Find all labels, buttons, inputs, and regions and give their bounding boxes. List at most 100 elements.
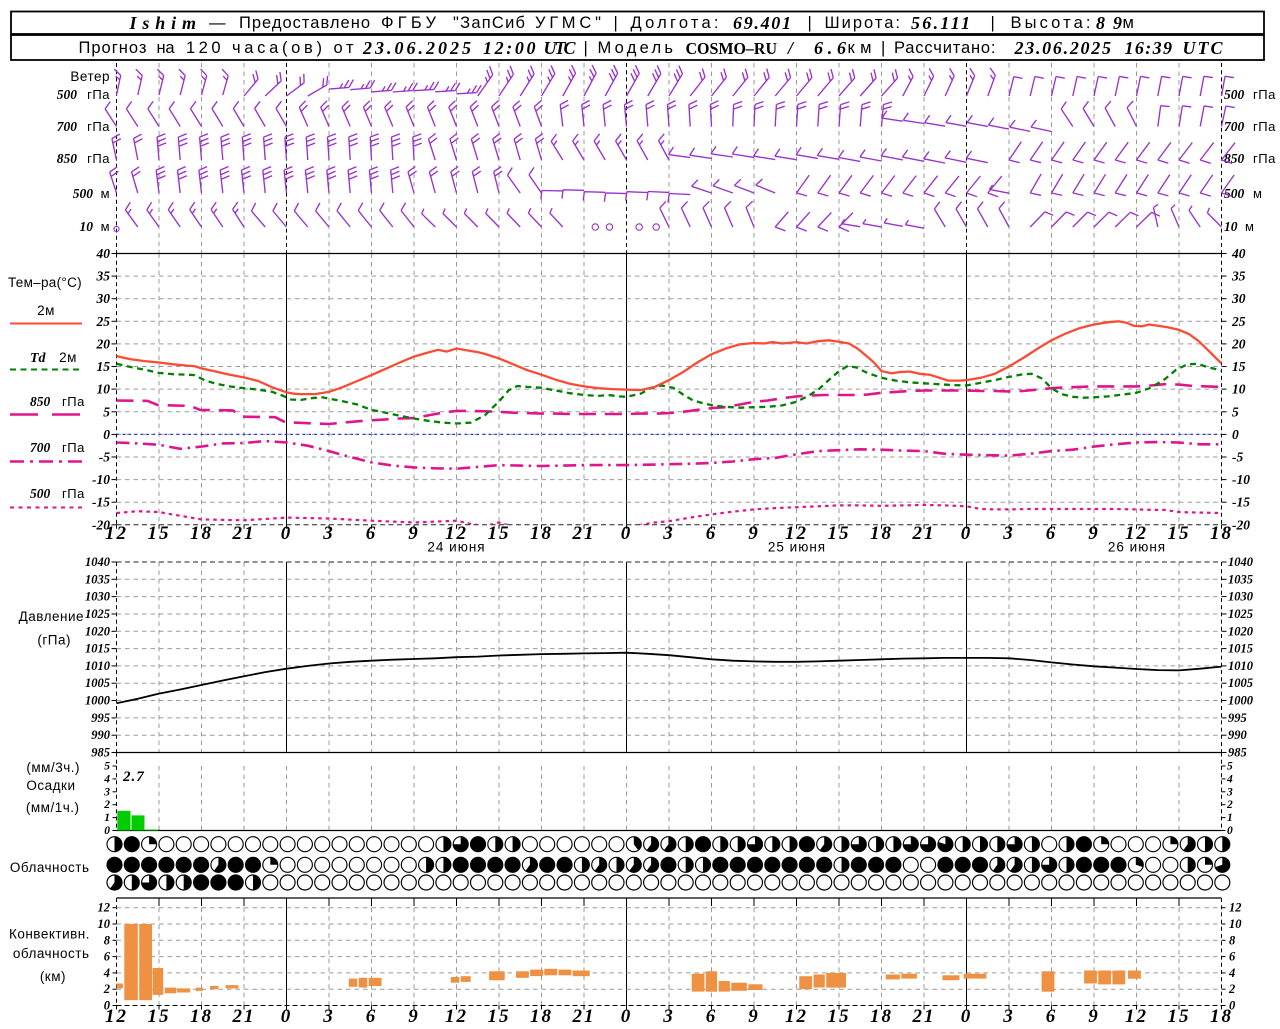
svg-text:9: 9 [748, 523, 760, 544]
svg-text:-10: -10 [1232, 472, 1250, 487]
svg-text:10: 10 [97, 382, 111, 397]
svg-text:Предоставлено: Предоставлено [239, 14, 370, 32]
svg-text:12: 12 [105, 1006, 128, 1024]
svg-text:850: 850 [57, 151, 78, 166]
svg-text:69.401: 69.401 [733, 13, 791, 33]
svg-text:12: 12 [785, 523, 808, 544]
svg-text:(мм/3ч.): (мм/3ч.) [26, 760, 80, 775]
svg-text:9: 9 [408, 1006, 420, 1024]
svg-text:1015: 1015 [1228, 642, 1253, 656]
svg-text:часа(ов): часа(ов) [232, 39, 322, 57]
svg-text:8: 8 [1229, 933, 1236, 947]
svg-text:облачность: облачность [13, 946, 90, 961]
svg-text:гПа: гПа [1253, 151, 1276, 166]
svg-text:Долгота:: Долгота: [631, 14, 719, 32]
svg-text:6: 6 [1046, 1006, 1058, 1024]
svg-text:6.6: 6.6 [814, 38, 846, 58]
svg-text:18: 18 [190, 1006, 213, 1024]
svg-text:2.7: 2.7 [122, 769, 145, 785]
svg-text:995: 995 [1228, 711, 1247, 725]
svg-text:Рассчитано:: Рассчитано: [894, 39, 996, 57]
svg-text:15: 15 [828, 1006, 851, 1024]
svg-text:м: м [1245, 219, 1254, 234]
svg-text:995: 995 [91, 711, 110, 725]
svg-text:18: 18 [1210, 523, 1233, 544]
svg-text:UTC: UTC [1183, 38, 1224, 58]
svg-text:18: 18 [870, 1006, 893, 1024]
svg-text:10: 10 [1232, 382, 1246, 397]
svg-text:3: 3 [103, 786, 110, 798]
svg-text:0: 0 [621, 1006, 633, 1024]
svg-text:1000: 1000 [85, 694, 111, 708]
svg-text:1020: 1020 [1228, 624, 1254, 638]
svg-text:18: 18 [190, 523, 213, 544]
svg-text:12: 12 [1229, 901, 1242, 915]
svg-text:6: 6 [1046, 523, 1058, 544]
svg-text:500: 500 [73, 186, 94, 201]
svg-text:|: | [881, 39, 885, 57]
svg-text:-15: -15 [1232, 495, 1250, 510]
svg-text:(км): (км) [40, 969, 66, 984]
svg-text:гПа: гПа [1253, 119, 1276, 134]
svg-text:15: 15 [1168, 523, 1191, 544]
svg-text:3: 3 [322, 523, 335, 544]
svg-text:Тем–ра(°C): Тем–ра(°C) [8, 275, 82, 290]
svg-text:18: 18 [530, 1006, 553, 1024]
svg-text:Давление: Давление [19, 609, 84, 624]
svg-text:850: 850 [30, 394, 51, 409]
svg-text:18: 18 [1210, 1006, 1233, 1024]
svg-text:0: 0 [1227, 825, 1233, 837]
svg-text:-20: -20 [1232, 517, 1250, 532]
svg-text:6: 6 [366, 523, 378, 544]
svg-text:985: 985 [1228, 746, 1247, 760]
svg-text:1: 1 [1227, 812, 1233, 824]
svg-text:700: 700 [1224, 119, 1245, 134]
svg-text:1025: 1025 [85, 607, 110, 621]
svg-text:1035: 1035 [85, 572, 110, 586]
svg-text:12: 12 [105, 523, 128, 544]
svg-text:500: 500 [30, 486, 51, 501]
svg-text:21: 21 [572, 1006, 596, 1024]
svg-text:3: 3 [662, 523, 675, 544]
svg-text:Модель: Модель [598, 39, 674, 57]
svg-text:1010: 1010 [85, 659, 111, 673]
svg-text:25: 25 [1231, 314, 1246, 329]
svg-text:12: 12 [445, 1006, 468, 1024]
svg-text:10: 10 [1229, 917, 1242, 931]
svg-text:6: 6 [366, 1006, 378, 1024]
svg-text:10: 10 [80, 219, 94, 234]
svg-text:0: 0 [104, 825, 110, 837]
svg-text:16:39: 16:39 [1125, 38, 1173, 58]
svg-text:-10: -10 [92, 472, 110, 487]
svg-text:21: 21 [232, 1006, 256, 1024]
svg-text:120: 120 [186, 39, 221, 57]
svg-text:1030: 1030 [85, 590, 111, 604]
svg-text:Облачность: Облачность [10, 860, 90, 875]
svg-text:9: 9 [1088, 1006, 1100, 1024]
svg-text:4: 4 [103, 966, 110, 980]
svg-text:6: 6 [706, 1006, 718, 1024]
svg-text:6: 6 [1229, 950, 1236, 964]
svg-text:5: 5 [1227, 761, 1233, 773]
svg-text:20: 20 [1231, 336, 1246, 351]
svg-text:1005: 1005 [1228, 676, 1253, 690]
svg-text:500: 500 [1224, 87, 1245, 102]
svg-text:3: 3 [662, 1006, 675, 1024]
svg-text:1010: 1010 [1228, 659, 1254, 673]
svg-text:2: 2 [1226, 799, 1233, 811]
svg-text:15: 15 [148, 1006, 171, 1024]
svg-text:на: на [157, 39, 176, 57]
svg-text:UTC: UTC [544, 38, 577, 58]
svg-text:|: | [991, 14, 995, 32]
svg-text:9: 9 [408, 523, 420, 544]
svg-text:1005: 1005 [85, 676, 110, 690]
svg-text:гПа: гПа [87, 151, 110, 166]
svg-text:5: 5 [103, 404, 110, 419]
svg-text:4: 4 [1228, 966, 1235, 980]
svg-text:3: 3 [1002, 1006, 1015, 1024]
svg-text:гПа: гПа [87, 87, 110, 102]
svg-text:12: 12 [98, 901, 111, 915]
svg-text:Td: Td [30, 351, 47, 366]
svg-text:9: 9 [1088, 523, 1100, 544]
svg-text:0: 0 [1229, 999, 1236, 1013]
